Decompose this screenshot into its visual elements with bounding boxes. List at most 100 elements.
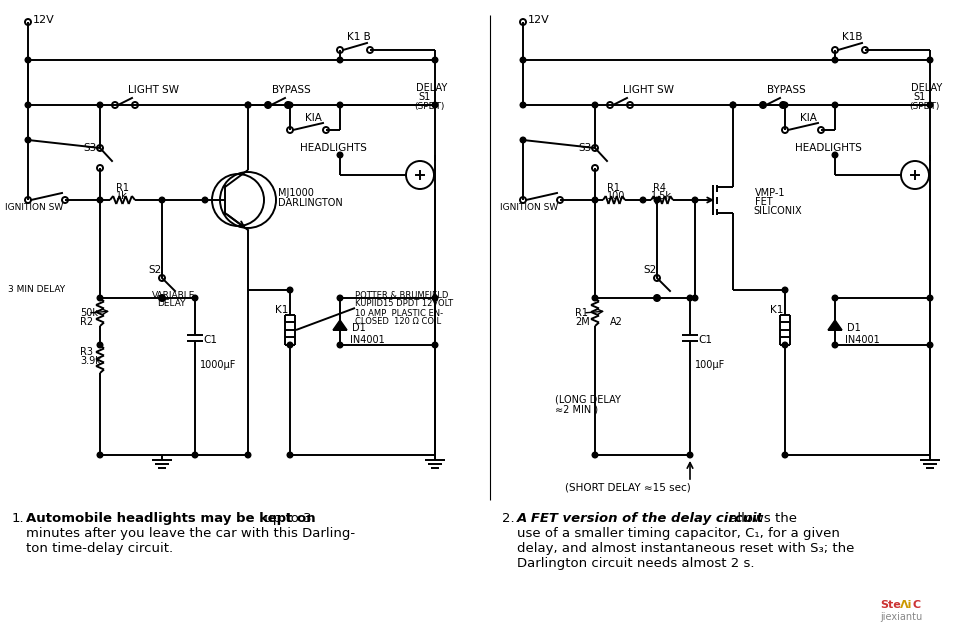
Text: R2: R2 <box>80 317 93 327</box>
Text: D1: D1 <box>847 323 860 333</box>
Text: S3: S3 <box>83 143 96 153</box>
Text: KIA: KIA <box>800 113 817 123</box>
Circle shape <box>927 342 933 348</box>
Circle shape <box>432 102 438 108</box>
Text: use of a smaller timing capacitor, C₁, for a given: use of a smaller timing capacitor, C₁, f… <box>517 527 840 540</box>
Circle shape <box>782 102 788 108</box>
Text: 2M: 2M <box>575 317 590 327</box>
Circle shape <box>245 102 251 108</box>
Text: R3: R3 <box>80 347 93 357</box>
Circle shape <box>730 102 736 108</box>
Text: DELAY: DELAY <box>157 299 185 309</box>
Text: 1k: 1k <box>116 191 127 201</box>
Circle shape <box>202 197 208 203</box>
Text: (LONG DELAY: (LONG DELAY <box>555 395 621 405</box>
Text: A FET version of the delay circuit: A FET version of the delay circuit <box>517 512 763 525</box>
Circle shape <box>97 295 103 301</box>
Text: delay, and almost instantaneous reset with S₃; the: delay, and almost instantaneous reset wi… <box>517 542 855 555</box>
Text: 3 MIN DELAY: 3 MIN DELAY <box>8 285 65 294</box>
Circle shape <box>159 197 165 203</box>
Text: Darlington circuit needs almost 2 s.: Darlington circuit needs almost 2 s. <box>517 557 755 570</box>
Text: KUPIID15 DPDT 12VOLT: KUPIID15 DPDT 12VOLT <box>355 299 453 309</box>
Text: 12V: 12V <box>528 15 550 25</box>
Text: DARLINGTON: DARLINGTON <box>278 198 343 208</box>
Circle shape <box>520 137 526 143</box>
Text: IGNITION SW: IGNITION SW <box>500 203 559 212</box>
Text: minutes after you leave the car with this Darling-: minutes after you leave the car with thi… <box>26 527 355 540</box>
Text: D1: D1 <box>352 323 366 333</box>
Text: 3.9k: 3.9k <box>80 356 101 366</box>
Text: LIGHT SW: LIGHT SW <box>623 85 674 95</box>
Circle shape <box>520 102 526 108</box>
Text: R1: R1 <box>607 183 620 193</box>
Text: jiexiantu: jiexiantu <box>880 612 922 622</box>
Circle shape <box>655 295 660 301</box>
Text: R1: R1 <box>116 183 129 193</box>
Text: 100μF: 100μF <box>695 360 725 370</box>
Circle shape <box>592 452 598 458</box>
Circle shape <box>592 295 598 301</box>
Text: SILICONIX: SILICONIX <box>753 206 802 216</box>
Text: Ste: Ste <box>880 600 901 610</box>
Circle shape <box>337 57 343 63</box>
Circle shape <box>927 295 933 301</box>
Text: MJ1000: MJ1000 <box>278 188 314 198</box>
Circle shape <box>25 57 30 63</box>
Text: (SHORT DELAY ≈15 sec): (SHORT DELAY ≈15 sec) <box>565 483 691 493</box>
Circle shape <box>159 295 165 301</box>
Text: S2: S2 <box>643 265 657 275</box>
Circle shape <box>432 295 438 301</box>
Circle shape <box>687 452 693 458</box>
Circle shape <box>782 342 788 348</box>
Circle shape <box>25 102 30 108</box>
Circle shape <box>832 102 838 108</box>
Circle shape <box>287 342 293 348</box>
Circle shape <box>832 57 838 63</box>
Text: Λi: Λi <box>900 600 912 610</box>
Text: C: C <box>912 600 920 610</box>
Text: K1 B: K1 B <box>347 32 370 42</box>
Text: POTTER & BRUMFIELD: POTTER & BRUMFIELD <box>355 290 449 299</box>
Circle shape <box>432 342 438 348</box>
Text: BYPASS: BYPASS <box>767 85 806 95</box>
Circle shape <box>432 57 438 63</box>
Text: ≈2 MIN ): ≈2 MIN ) <box>555 405 598 415</box>
Circle shape <box>97 102 103 108</box>
Text: 1.: 1. <box>12 512 24 525</box>
Text: ton time-delay circuit.: ton time-delay circuit. <box>26 542 173 555</box>
Text: allows the: allows the <box>725 512 797 525</box>
Text: KIA: KIA <box>305 113 321 123</box>
Circle shape <box>832 342 838 348</box>
Circle shape <box>692 295 698 301</box>
Circle shape <box>266 102 270 108</box>
Text: IGNITION SW: IGNITION SW <box>5 203 64 212</box>
Circle shape <box>245 102 251 108</box>
Text: S3: S3 <box>578 143 591 153</box>
Circle shape <box>782 287 788 293</box>
Text: A2: A2 <box>610 317 623 327</box>
Circle shape <box>192 452 198 458</box>
Circle shape <box>337 152 343 158</box>
Circle shape <box>192 295 198 301</box>
Circle shape <box>520 57 526 63</box>
Circle shape <box>337 295 343 301</box>
Text: BYPASS: BYPASS <box>272 85 311 95</box>
Circle shape <box>730 102 736 108</box>
Text: VARIABLE: VARIABLE <box>152 290 195 299</box>
Text: FET: FET <box>755 197 772 207</box>
Text: up to 3: up to 3 <box>260 512 312 525</box>
Text: 12V: 12V <box>33 15 55 25</box>
Text: 2.: 2. <box>502 512 514 525</box>
Text: Automobile headlights may be kept on: Automobile headlights may be kept on <box>26 512 316 525</box>
Circle shape <box>337 102 343 108</box>
Circle shape <box>287 287 293 293</box>
Text: C1: C1 <box>203 335 217 345</box>
Circle shape <box>832 152 838 158</box>
Text: DELAY: DELAY <box>911 83 942 93</box>
Circle shape <box>832 295 838 301</box>
Circle shape <box>780 102 786 108</box>
Circle shape <box>640 197 646 203</box>
Text: K1: K1 <box>275 305 288 315</box>
Text: (SPDT): (SPDT) <box>909 101 940 111</box>
Text: S2: S2 <box>148 265 162 275</box>
